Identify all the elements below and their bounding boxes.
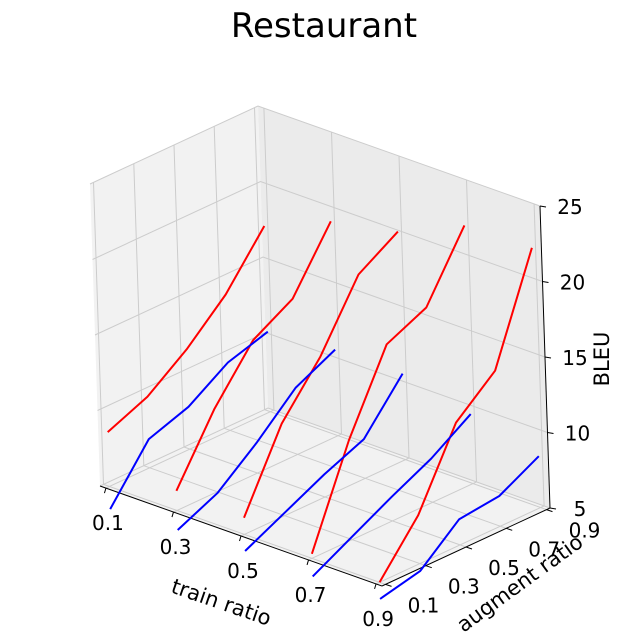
- y-tick-label: 0.3: [448, 575, 480, 599]
- grid-line-z: [99, 407, 551, 509]
- x-tick-mark: [306, 559, 310, 566]
- z-tick-mark: [542, 281, 549, 283]
- series-line: [177, 348, 336, 531]
- axis-panes: [90, 106, 550, 586]
- y-tick-mark: [546, 509, 553, 513]
- chart-title: Restaurant: [231, 6, 417, 46]
- series-line: [310, 224, 466, 555]
- series-lines: [107, 220, 540, 600]
- series-line: [244, 373, 404, 552]
- y-tick-mark: [506, 527, 513, 531]
- x-tick-mark: [103, 487, 107, 494]
- z-tick-label: 25: [557, 195, 582, 219]
- z-tick-mark: [549, 507, 557, 510]
- y-tick-mark: [385, 583, 392, 587]
- series-line: [175, 220, 332, 492]
- y-tick-mark: [425, 565, 432, 569]
- y-tick-label: 0.5: [488, 556, 520, 580]
- axis-lines: [99, 205, 557, 590]
- x-tick-label: 0.3: [160, 535, 192, 559]
- y-tick-label: 0.9: [569, 519, 601, 543]
- grid-line-z: [94, 256, 546, 358]
- z-tick-label: 10: [565, 422, 590, 446]
- y-tick-mark: [465, 546, 473, 550]
- series-line: [243, 230, 399, 519]
- z-tick-mark: [544, 356, 552, 359]
- x-tick-mark: [374, 583, 377, 590]
- z-tick-label: 20: [560, 271, 585, 295]
- z-tick-label: 5: [574, 497, 587, 521]
- x-tick-label: 0.5: [227, 559, 259, 583]
- z-tick-mark: [547, 432, 554, 434]
- y-tick-label: 0.7: [528, 537, 560, 561]
- z-axis-label: BLEU: [590, 332, 614, 387]
- x-tick-label: 0.9: [362, 607, 394, 631]
- x-tick-mark: [171, 511, 174, 518]
- x-tick-label: 0.1: [92, 511, 124, 535]
- z-tick-mark: [539, 205, 547, 208]
- grid-line-z: [92, 180, 543, 282]
- series-line: [379, 455, 540, 600]
- series-line: [378, 247, 533, 583]
- x-tick-mark: [239, 535, 242, 542]
- y-tick-label: 0.1: [408, 593, 440, 617]
- grid-line-z: [89, 105, 541, 207]
- series-line: [109, 330, 269, 510]
- z-tick-label: 15: [562, 346, 587, 370]
- grid-lines: [89, 105, 551, 585]
- x-tick-label: 0.7: [295, 583, 327, 607]
- series-line: [107, 225, 266, 433]
- series-line: [311, 413, 472, 578]
